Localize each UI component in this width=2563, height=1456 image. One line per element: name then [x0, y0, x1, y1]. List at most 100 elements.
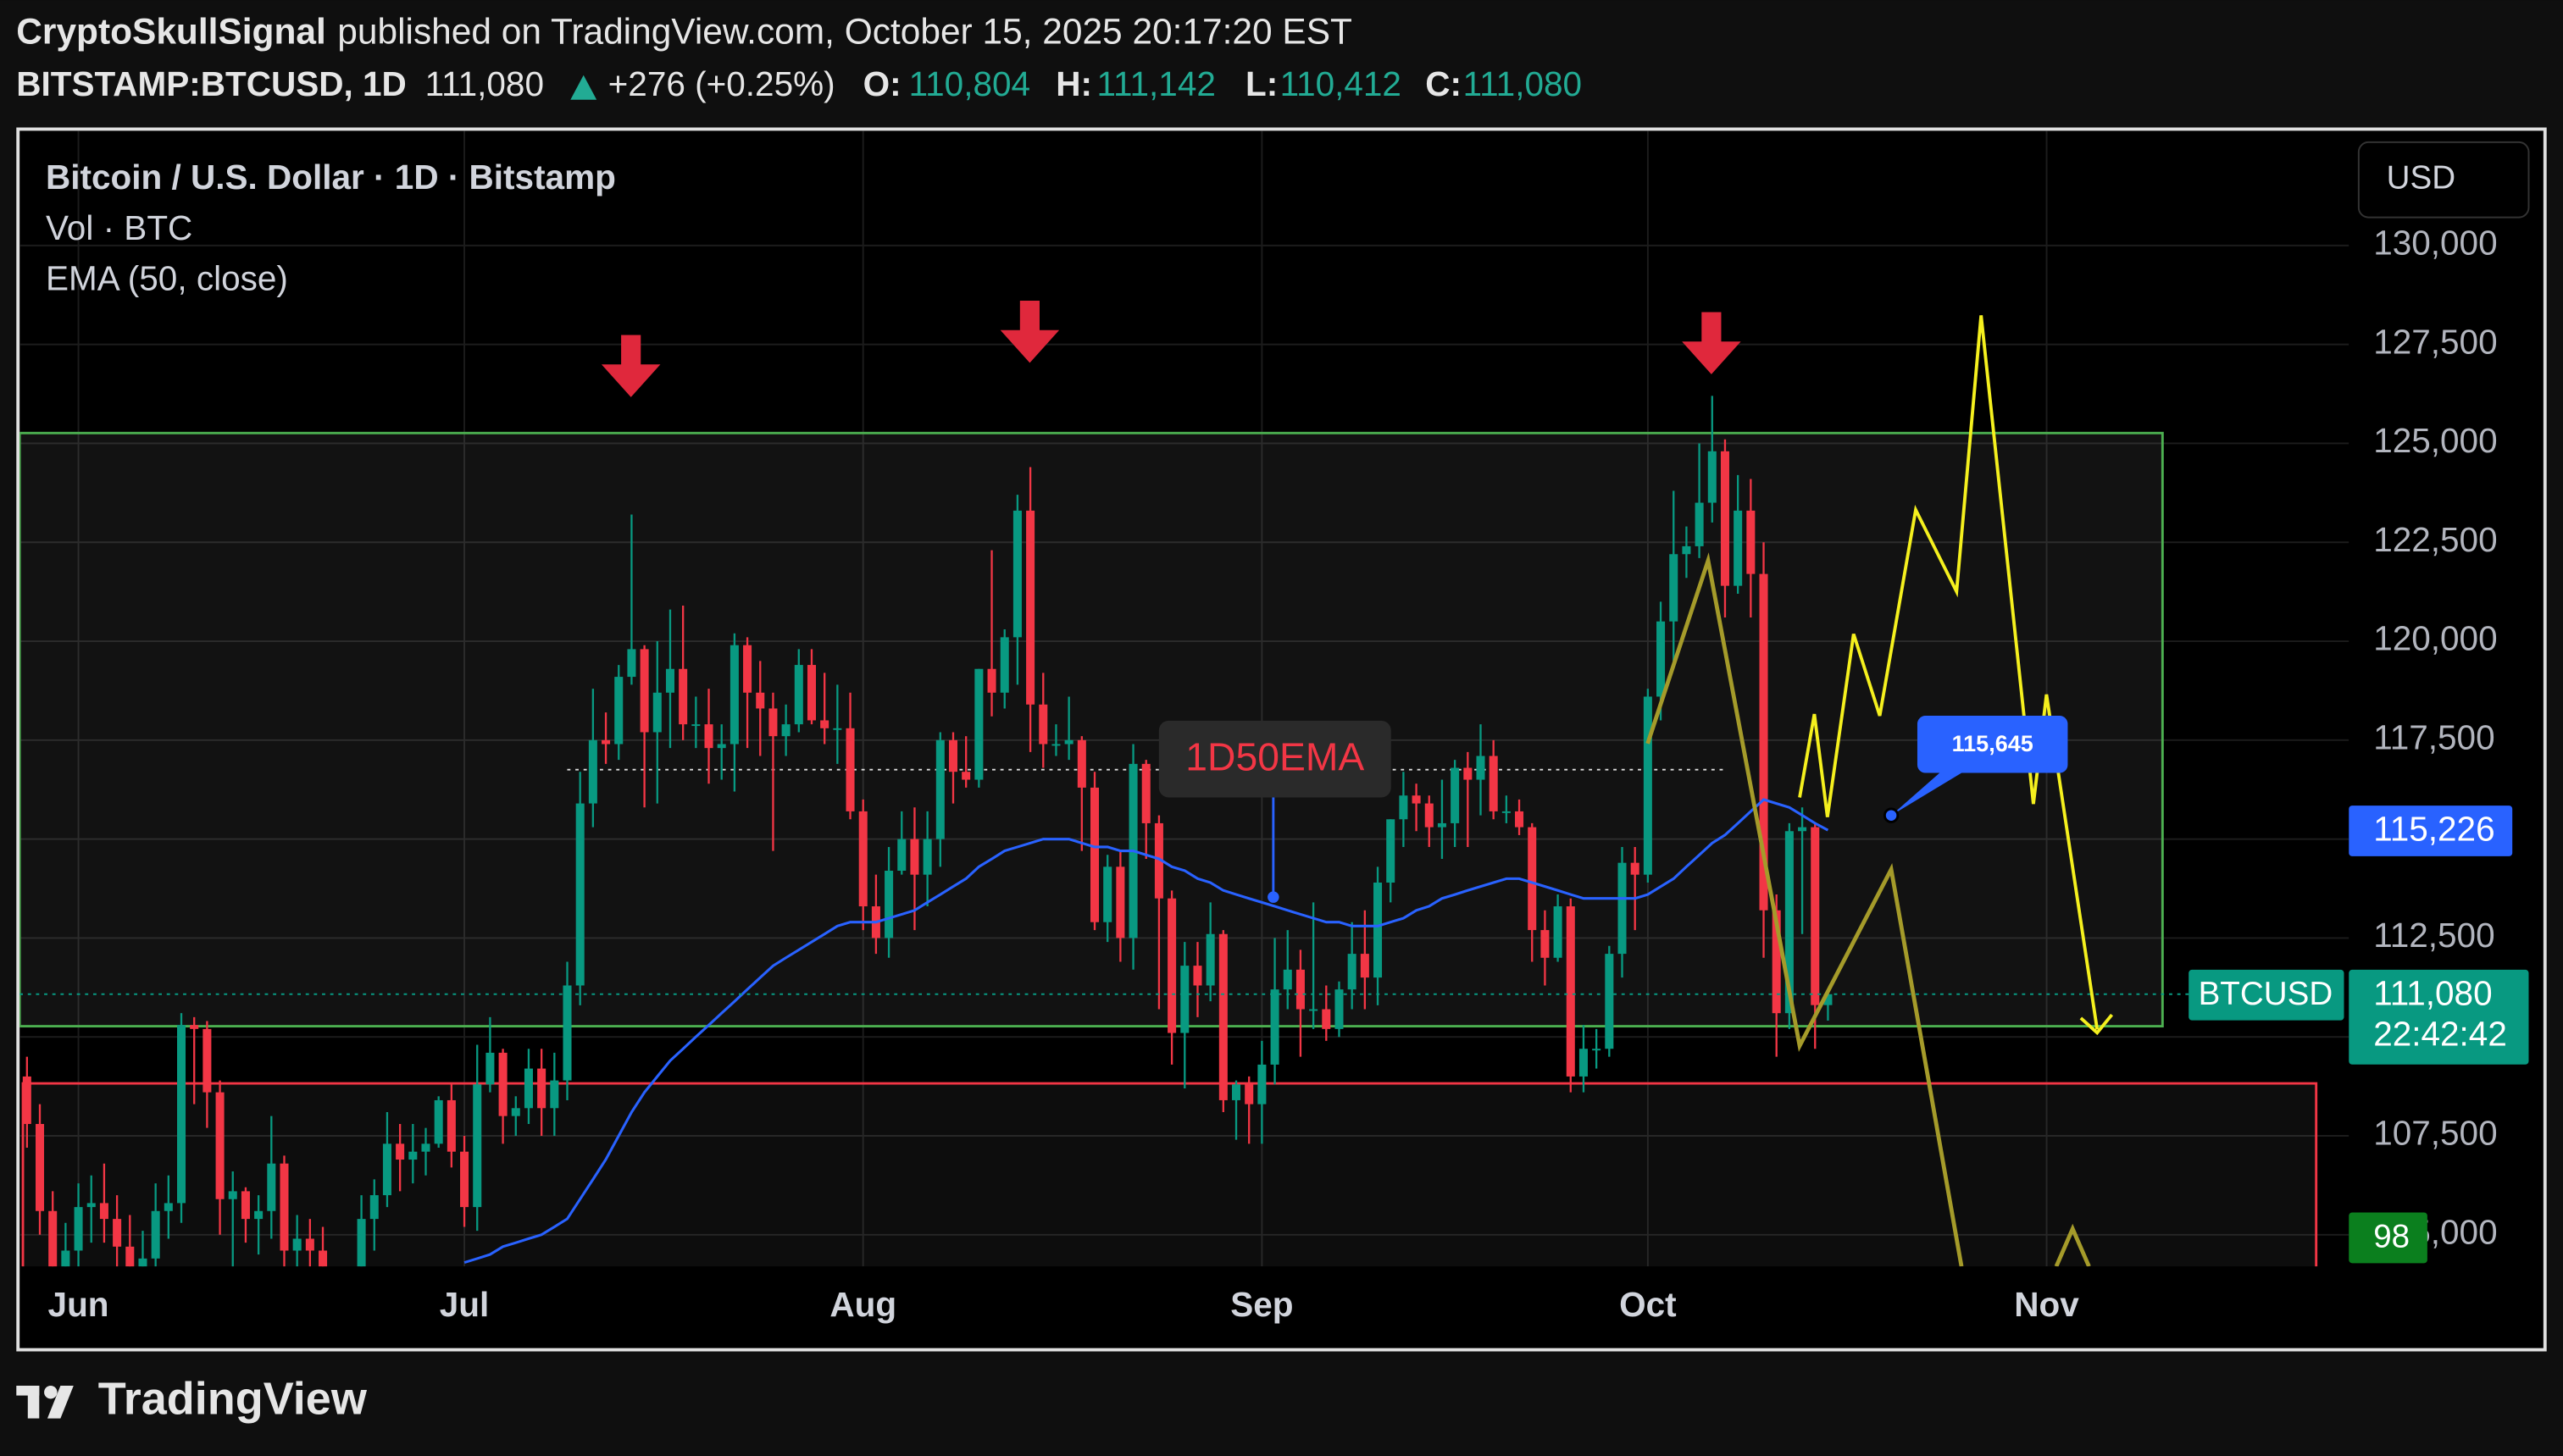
volume-badge-text: 98	[2373, 1219, 2410, 1255]
volume-badge	[2349, 1212, 2427, 1264]
candle-body	[614, 677, 624, 745]
candle-body	[485, 1052, 495, 1085]
callout-text: 115,645	[1952, 731, 2033, 756]
ema-line	[463, 798, 1829, 1265]
candle-body	[99, 1203, 108, 1220]
symbol-badge	[2189, 969, 2344, 1021]
candle-body	[357, 1219, 366, 1267]
candle-body	[177, 1025, 186, 1204]
countdown: 22:42:42	[2373, 1015, 2507, 1054]
candle-body	[1798, 827, 1807, 832]
candle-body	[1295, 969, 1305, 1010]
candle-body	[421, 1143, 430, 1152]
projection-olive	[1645, 552, 1964, 1267]
candle-body	[1193, 966, 1202, 986]
candle-body	[1206, 933, 1215, 986]
candle-body	[1734, 510, 1743, 586]
x-tick-label: Jul	[440, 1285, 490, 1324]
projection-olive	[2054, 1223, 2091, 1267]
candle-body	[820, 720, 829, 728]
candle-body	[588, 739, 597, 804]
y-tick-label: 127,500	[2373, 322, 2497, 361]
candle-body	[1373, 883, 1383, 978]
candle-body	[1553, 906, 1562, 958]
candle-body	[1090, 787, 1100, 922]
up-icon	[570, 75, 597, 100]
candle-body	[408, 1151, 418, 1160]
candle-body	[1566, 906, 1575, 1077]
candle-body	[280, 1163, 289, 1251]
candle-body	[1000, 637, 1009, 693]
candle-body	[1592, 1049, 1601, 1051]
note-box	[1158, 720, 1391, 798]
ema-badge	[2349, 806, 2513, 856]
ema-badge-text: 115,226	[2373, 810, 2494, 849]
candle-body	[125, 1246, 135, 1267]
candle-body	[1617, 862, 1627, 955]
arrow-shaft	[1701, 312, 1722, 346]
legend-title: Bitcoin / U.S. Dollar · 1D · Bitstamp	[46, 158, 616, 197]
candle-body	[1656, 621, 1666, 697]
candle-body	[1707, 451, 1717, 503]
candle-body	[1257, 1064, 1267, 1104]
legend-ema: EMA (50, close)	[46, 259, 288, 298]
ohlc-label: O:	[863, 64, 901, 103]
logo-part	[27, 1386, 40, 1419]
candle-body	[948, 739, 958, 772]
y-tick-label: 130,000	[2373, 224, 2497, 263]
candle-body	[305, 1238, 314, 1251]
candle-body	[1103, 866, 1112, 922]
candle-body	[1811, 827, 1820, 1005]
candle-body	[1051, 744, 1061, 746]
candle-body	[86, 1203, 96, 1208]
candle-body	[575, 803, 585, 986]
candle-body	[1347, 954, 1356, 990]
candle-body	[1424, 803, 1434, 828]
candle-body	[164, 1203, 173, 1211]
logo	[16, 1386, 74, 1419]
candle-body	[473, 1084, 482, 1208]
candle-body	[1386, 819, 1395, 883]
x-tick-label: Oct	[1619, 1285, 1677, 1324]
candle-body	[704, 724, 713, 749]
ohlc-value: 110,412	[1280, 64, 1401, 103]
logo-part	[47, 1386, 74, 1419]
arrow-shaft	[621, 335, 641, 368]
y-tick-label: 107,500	[2373, 1114, 2497, 1153]
candle-body	[1399, 795, 1408, 820]
candle-body	[910, 839, 919, 875]
author[interactable]: CryptoSkullSignal	[16, 12, 326, 52]
candle-body	[267, 1163, 276, 1211]
y-tick-label: 112,500	[2373, 916, 2494, 955]
candle-body	[61, 1250, 70, 1267]
ohlc-value: 111,142	[1096, 64, 1215, 103]
arrow-head	[601, 364, 661, 397]
candle-body	[974, 668, 984, 780]
candle-body	[382, 1143, 391, 1196]
currency[interactable]: USD	[2387, 159, 2455, 196]
callout-pointer	[1891, 767, 1970, 816]
arrow-head	[1682, 341, 1741, 374]
candle-body	[1360, 954, 1369, 978]
candle-body	[563, 985, 572, 1081]
x-tick-label: Sep	[1230, 1285, 1293, 1324]
candle-body	[1515, 811, 1524, 828]
candle-body	[1154, 822, 1163, 899]
price-badge	[2349, 969, 2529, 1065]
candle-body	[1451, 767, 1460, 823]
candle-body	[1077, 739, 1086, 788]
candle-body	[730, 645, 739, 745]
candle-body	[550, 1080, 559, 1109]
candle-body	[1463, 767, 1473, 780]
candle-body	[1012, 510, 1022, 638]
note-dot	[1268, 891, 1279, 903]
currency-button[interactable]	[2357, 141, 2530, 219]
candle-body	[524, 1068, 533, 1109]
candle-body	[369, 1195, 379, 1220]
footer-brand: TradingView	[98, 1374, 368, 1425]
candle-body	[48, 1210, 58, 1267]
y-tick-label: 120,000	[2373, 619, 2497, 658]
candle-body	[1270, 989, 1279, 1065]
projection-arrowhead	[2079, 1013, 2114, 1036]
